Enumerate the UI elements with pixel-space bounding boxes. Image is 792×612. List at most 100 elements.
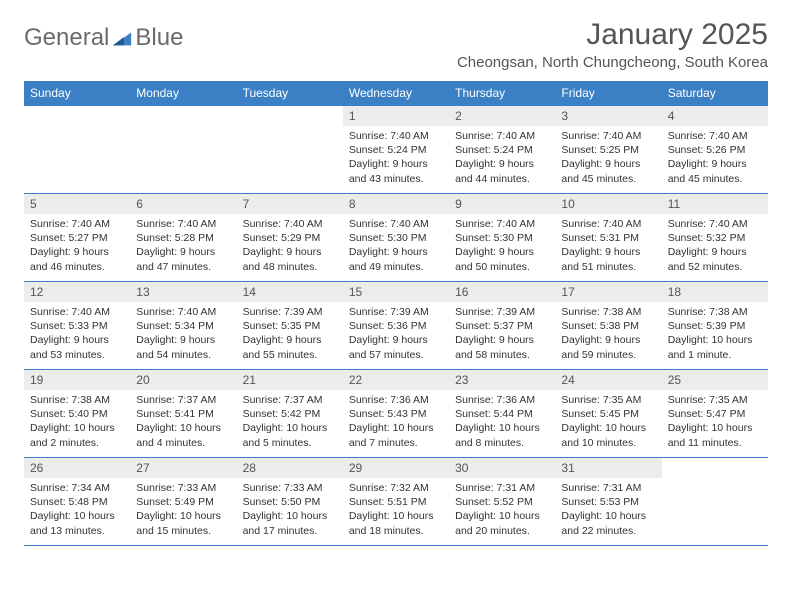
- day-details: Sunrise: 7:40 AMSunset: 5:25 PMDaylight:…: [555, 126, 661, 189]
- sunset-text: Sunset: 5:30 PM: [455, 231, 549, 245]
- sunset-text: Sunset: 5:25 PM: [561, 143, 655, 157]
- day-number: 1: [343, 106, 449, 126]
- sunset-text: Sunset: 5:26 PM: [668, 143, 762, 157]
- daylight-text: Daylight: 10 hours and 15 minutes.: [136, 509, 230, 537]
- sunrise-text: Sunrise: 7:40 AM: [243, 217, 337, 231]
- daylight-text: Daylight: 9 hours and 45 minutes.: [668, 157, 762, 185]
- day-number: 18: [662, 282, 768, 302]
- sunrise-text: Sunrise: 7:40 AM: [668, 217, 762, 231]
- day-number: 23: [449, 370, 555, 390]
- calendar-day-cell: [24, 106, 130, 194]
- day-number: 31: [555, 458, 661, 478]
- header: General Blue January 2025 Cheongsan, Nor…: [24, 18, 768, 71]
- calendar-day-cell: 7Sunrise: 7:40 AMSunset: 5:29 PMDaylight…: [237, 194, 343, 282]
- brand-logo: General Blue: [24, 24, 183, 52]
- sunset-text: Sunset: 5:45 PM: [561, 407, 655, 421]
- day-details: Sunrise: 7:31 AMSunset: 5:53 PMDaylight:…: [555, 478, 661, 541]
- sunset-text: Sunset: 5:30 PM: [349, 231, 443, 245]
- sunrise-text: Sunrise: 7:40 AM: [455, 217, 549, 231]
- sunset-text: Sunset: 5:32 PM: [668, 231, 762, 245]
- calendar-week-row: 26Sunrise: 7:34 AMSunset: 5:48 PMDayligh…: [24, 458, 768, 546]
- daylight-text: Daylight: 10 hours and 20 minutes.: [455, 509, 549, 537]
- daylight-text: Daylight: 9 hours and 44 minutes.: [455, 157, 549, 185]
- calendar-day-cell: [130, 106, 236, 194]
- calendar-body: 1Sunrise: 7:40 AMSunset: 5:24 PMDaylight…: [24, 106, 768, 546]
- day-number: 14: [237, 282, 343, 302]
- sunset-text: Sunset: 5:50 PM: [243, 495, 337, 509]
- sunrise-text: Sunrise: 7:38 AM: [561, 305, 655, 319]
- sunrise-text: Sunrise: 7:36 AM: [349, 393, 443, 407]
- sunset-text: Sunset: 5:42 PM: [243, 407, 337, 421]
- sunrise-text: Sunrise: 7:32 AM: [349, 481, 443, 495]
- calendar-day-cell: 14Sunrise: 7:39 AMSunset: 5:35 PMDayligh…: [237, 282, 343, 370]
- calendar-day-cell: 29Sunrise: 7:32 AMSunset: 5:51 PMDayligh…: [343, 458, 449, 546]
- sunset-text: Sunset: 5:41 PM: [136, 407, 230, 421]
- day-details: Sunrise: 7:40 AMSunset: 5:31 PMDaylight:…: [555, 214, 661, 277]
- weekday-header: Friday: [555, 81, 661, 106]
- weekday-header: Tuesday: [237, 81, 343, 106]
- day-details: Sunrise: 7:40 AMSunset: 5:27 PMDaylight:…: [24, 214, 130, 277]
- calendar-day-cell: 9Sunrise: 7:40 AMSunset: 5:30 PMDaylight…: [449, 194, 555, 282]
- calendar-day-cell: 10Sunrise: 7:40 AMSunset: 5:31 PMDayligh…: [555, 194, 661, 282]
- day-number: 30: [449, 458, 555, 478]
- calendar-week-row: 1Sunrise: 7:40 AMSunset: 5:24 PMDaylight…: [24, 106, 768, 194]
- sunset-text: Sunset: 5:35 PM: [243, 319, 337, 333]
- sunrise-text: Sunrise: 7:31 AM: [455, 481, 549, 495]
- sunset-text: Sunset: 5:49 PM: [136, 495, 230, 509]
- day-details: Sunrise: 7:32 AMSunset: 5:51 PMDaylight:…: [343, 478, 449, 541]
- sunset-text: Sunset: 5:27 PM: [30, 231, 124, 245]
- day-number: 7: [237, 194, 343, 214]
- weekday-header: Wednesday: [343, 81, 449, 106]
- sunset-text: Sunset: 5:52 PM: [455, 495, 549, 509]
- calendar-day-cell: 12Sunrise: 7:40 AMSunset: 5:33 PMDayligh…: [24, 282, 130, 370]
- sunrise-text: Sunrise: 7:37 AM: [136, 393, 230, 407]
- calendar-week-row: 5Sunrise: 7:40 AMSunset: 5:27 PMDaylight…: [24, 194, 768, 282]
- day-number: 5: [24, 194, 130, 214]
- calendar-day-cell: 11Sunrise: 7:40 AMSunset: 5:32 PMDayligh…: [662, 194, 768, 282]
- sunset-text: Sunset: 5:44 PM: [455, 407, 549, 421]
- weekday-header-row: SundayMondayTuesdayWednesdayThursdayFrid…: [24, 81, 768, 106]
- day-number: 27: [130, 458, 236, 478]
- daylight-text: Daylight: 10 hours and 13 minutes.: [30, 509, 124, 537]
- day-details: Sunrise: 7:37 AMSunset: 5:41 PMDaylight:…: [130, 390, 236, 453]
- sunrise-text: Sunrise: 7:33 AM: [243, 481, 337, 495]
- day-details: Sunrise: 7:40 AMSunset: 5:30 PMDaylight:…: [449, 214, 555, 277]
- day-number: 17: [555, 282, 661, 302]
- day-details: Sunrise: 7:35 AMSunset: 5:45 PMDaylight:…: [555, 390, 661, 453]
- day-details: Sunrise: 7:38 AMSunset: 5:38 PMDaylight:…: [555, 302, 661, 365]
- sunset-text: Sunset: 5:24 PM: [349, 143, 443, 157]
- sunset-text: Sunset: 5:24 PM: [455, 143, 549, 157]
- daylight-text: Daylight: 9 hours and 53 minutes.: [30, 333, 124, 361]
- sunrise-text: Sunrise: 7:35 AM: [561, 393, 655, 407]
- calendar-day-cell: 28Sunrise: 7:33 AMSunset: 5:50 PMDayligh…: [237, 458, 343, 546]
- sunrise-text: Sunrise: 7:40 AM: [136, 305, 230, 319]
- day-number: 4: [662, 106, 768, 126]
- day-number: 8: [343, 194, 449, 214]
- calendar-day-cell: 25Sunrise: 7:35 AMSunset: 5:47 PMDayligh…: [662, 370, 768, 458]
- calendar-day-cell: 5Sunrise: 7:40 AMSunset: 5:27 PMDaylight…: [24, 194, 130, 282]
- calendar-day-cell: 8Sunrise: 7:40 AMSunset: 5:30 PMDaylight…: [343, 194, 449, 282]
- daylight-text: Daylight: 9 hours and 58 minutes.: [455, 333, 549, 361]
- location-subtitle: Cheongsan, North Chungcheong, South Kore…: [457, 54, 768, 71]
- sunset-text: Sunset: 5:51 PM: [349, 495, 443, 509]
- calendar-day-cell: [237, 106, 343, 194]
- day-number: 29: [343, 458, 449, 478]
- day-number: 12: [24, 282, 130, 302]
- day-number: 16: [449, 282, 555, 302]
- calendar-day-cell: 26Sunrise: 7:34 AMSunset: 5:48 PMDayligh…: [24, 458, 130, 546]
- calendar-week-row: 19Sunrise: 7:38 AMSunset: 5:40 PMDayligh…: [24, 370, 768, 458]
- sunset-text: Sunset: 5:37 PM: [455, 319, 549, 333]
- daylight-text: Daylight: 10 hours and 8 minutes.: [455, 421, 549, 449]
- day-details: Sunrise: 7:31 AMSunset: 5:52 PMDaylight:…: [449, 478, 555, 541]
- daylight-text: Daylight: 10 hours and 17 minutes.: [243, 509, 337, 537]
- sunrise-text: Sunrise: 7:39 AM: [243, 305, 337, 319]
- daylight-text: Daylight: 9 hours and 43 minutes.: [349, 157, 443, 185]
- sunset-text: Sunset: 5:47 PM: [668, 407, 762, 421]
- sunrise-text: Sunrise: 7:40 AM: [349, 129, 443, 143]
- calendar-week-row: 12Sunrise: 7:40 AMSunset: 5:33 PMDayligh…: [24, 282, 768, 370]
- day-details: Sunrise: 7:39 AMSunset: 5:35 PMDaylight:…: [237, 302, 343, 365]
- weekday-header: Thursday: [449, 81, 555, 106]
- day-details: Sunrise: 7:40 AMSunset: 5:32 PMDaylight:…: [662, 214, 768, 277]
- brand-text-part1: General: [24, 24, 109, 52]
- daylight-text: Daylight: 10 hours and 2 minutes.: [30, 421, 124, 449]
